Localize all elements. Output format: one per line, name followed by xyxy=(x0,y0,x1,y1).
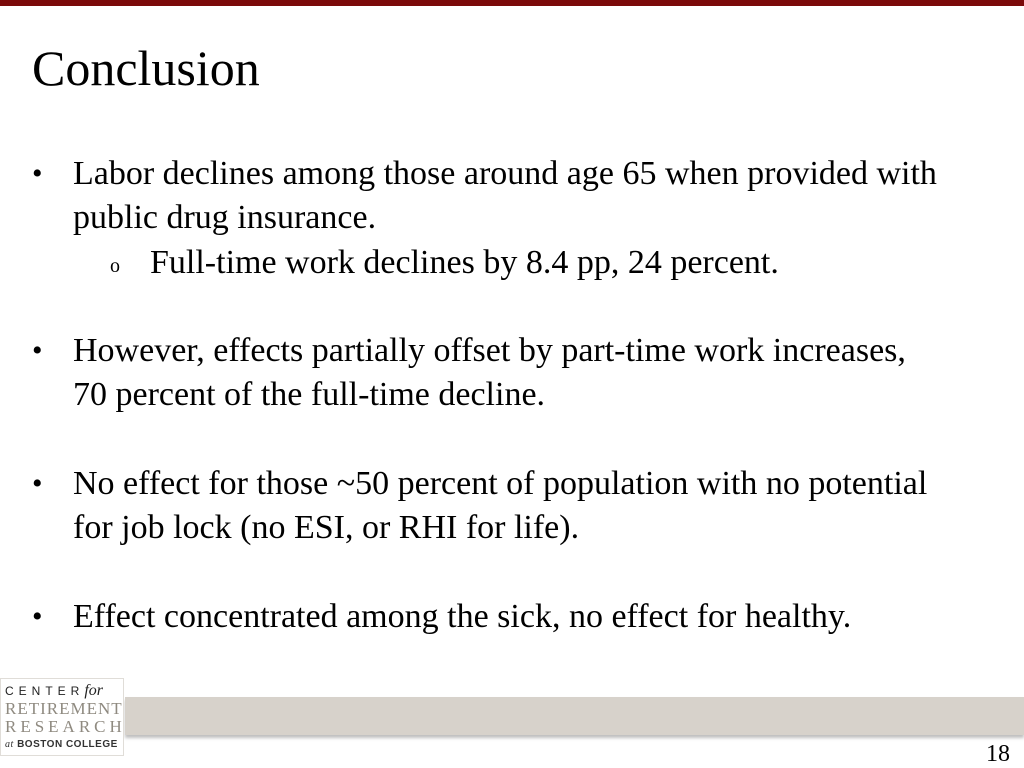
bullet-text: No effect for those ~50 percent of popul… xyxy=(73,465,928,502)
footer-band xyxy=(125,697,1024,735)
logo-text: CENTER xyxy=(5,684,85,698)
sub-bullet-text: Full-time work declines by 8.4 pp, 24 pe… xyxy=(150,244,779,281)
page-number: 18 xyxy=(986,741,1010,767)
logo-text: RETIREMENT xyxy=(5,699,123,718)
bullet-text: for job lock (no ESI, or RHI for life). xyxy=(73,509,580,546)
slide-title: Conclusion xyxy=(32,40,260,96)
sub-bullet-marker: o xyxy=(110,255,120,277)
bullet-text: Effect concentrated among the sick, no e… xyxy=(73,598,852,635)
logo-text: BOSTON COLLEGE xyxy=(17,739,118,750)
bullet-marker: • xyxy=(32,467,43,500)
crr-logo: CENTERfor RETIREMENT RESEARCH at BOSTON … xyxy=(0,678,124,756)
bullet-text: public drug insurance. xyxy=(73,199,377,236)
logo-text: for xyxy=(84,682,104,699)
logo-text: at xyxy=(5,739,14,750)
bullet-marker: • xyxy=(32,600,43,633)
bullet-marker: • xyxy=(32,334,43,367)
bullet-text: Labor declines among those around age 65… xyxy=(73,155,937,192)
top-accent-bar xyxy=(0,0,1024,6)
bullet-text: However, effects partially offset by par… xyxy=(73,332,906,369)
logo-text: RESEARCH xyxy=(5,717,126,736)
bullet-text: 70 percent of the full-time decline. xyxy=(73,376,546,413)
bullet-marker: • xyxy=(32,157,43,190)
